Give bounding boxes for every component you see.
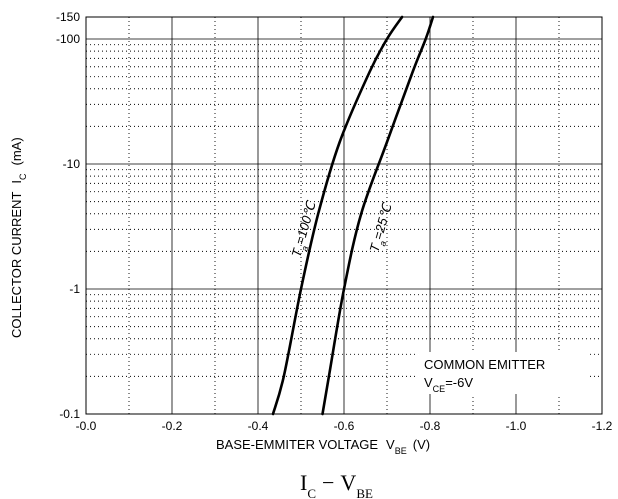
x-tick-label: -0.0 [76, 419, 97, 433]
y-axis-label: COLLECTOR CURRENTIC(mA) [9, 137, 28, 338]
series-line-25c [321, 15, 435, 416]
y-tick-label: -100 [56, 32, 80, 46]
series-line-100c [271, 15, 404, 416]
curve-label-100c: Ta=100℃ [288, 199, 322, 260]
curve-label-25c: Ta=25℃ [366, 201, 398, 255]
x-tick-label: -0.2 [162, 419, 183, 433]
x-tick-labels: -0.0 -0.2 -0.4 -0.6 -0.8 -1.0 -1.2 [76, 419, 613, 433]
x-tick-label: -0.8 [420, 419, 441, 433]
curves [271, 15, 435, 416]
y-tick-label: -150 [56, 10, 80, 24]
plot-frame [85, 16, 603, 415]
y-tick-labels: -0.1 -1 -10 -100 -150 [56, 10, 80, 421]
chart-title: IC − VBE [300, 470, 373, 499]
x-tick-label: -1.2 [592, 419, 613, 433]
y-tick-label: -1 [69, 282, 80, 296]
x-tick-label: -0.6 [334, 419, 355, 433]
y-tick-label: -0.1 [59, 407, 80, 421]
x-tick-label: -1.0 [506, 419, 527, 433]
annotation-backdrop [418, 352, 588, 394]
x-tick-label: -0.4 [248, 419, 269, 433]
annotation-line1: COMMON EMITTER [424, 357, 545, 372]
y-tick-label: -10 [63, 157, 81, 171]
x-axis-label: BASE-EMMITER VOLTAGE VBE (V) [216, 437, 430, 456]
annotation-line2: VCE=-6V [424, 375, 473, 394]
